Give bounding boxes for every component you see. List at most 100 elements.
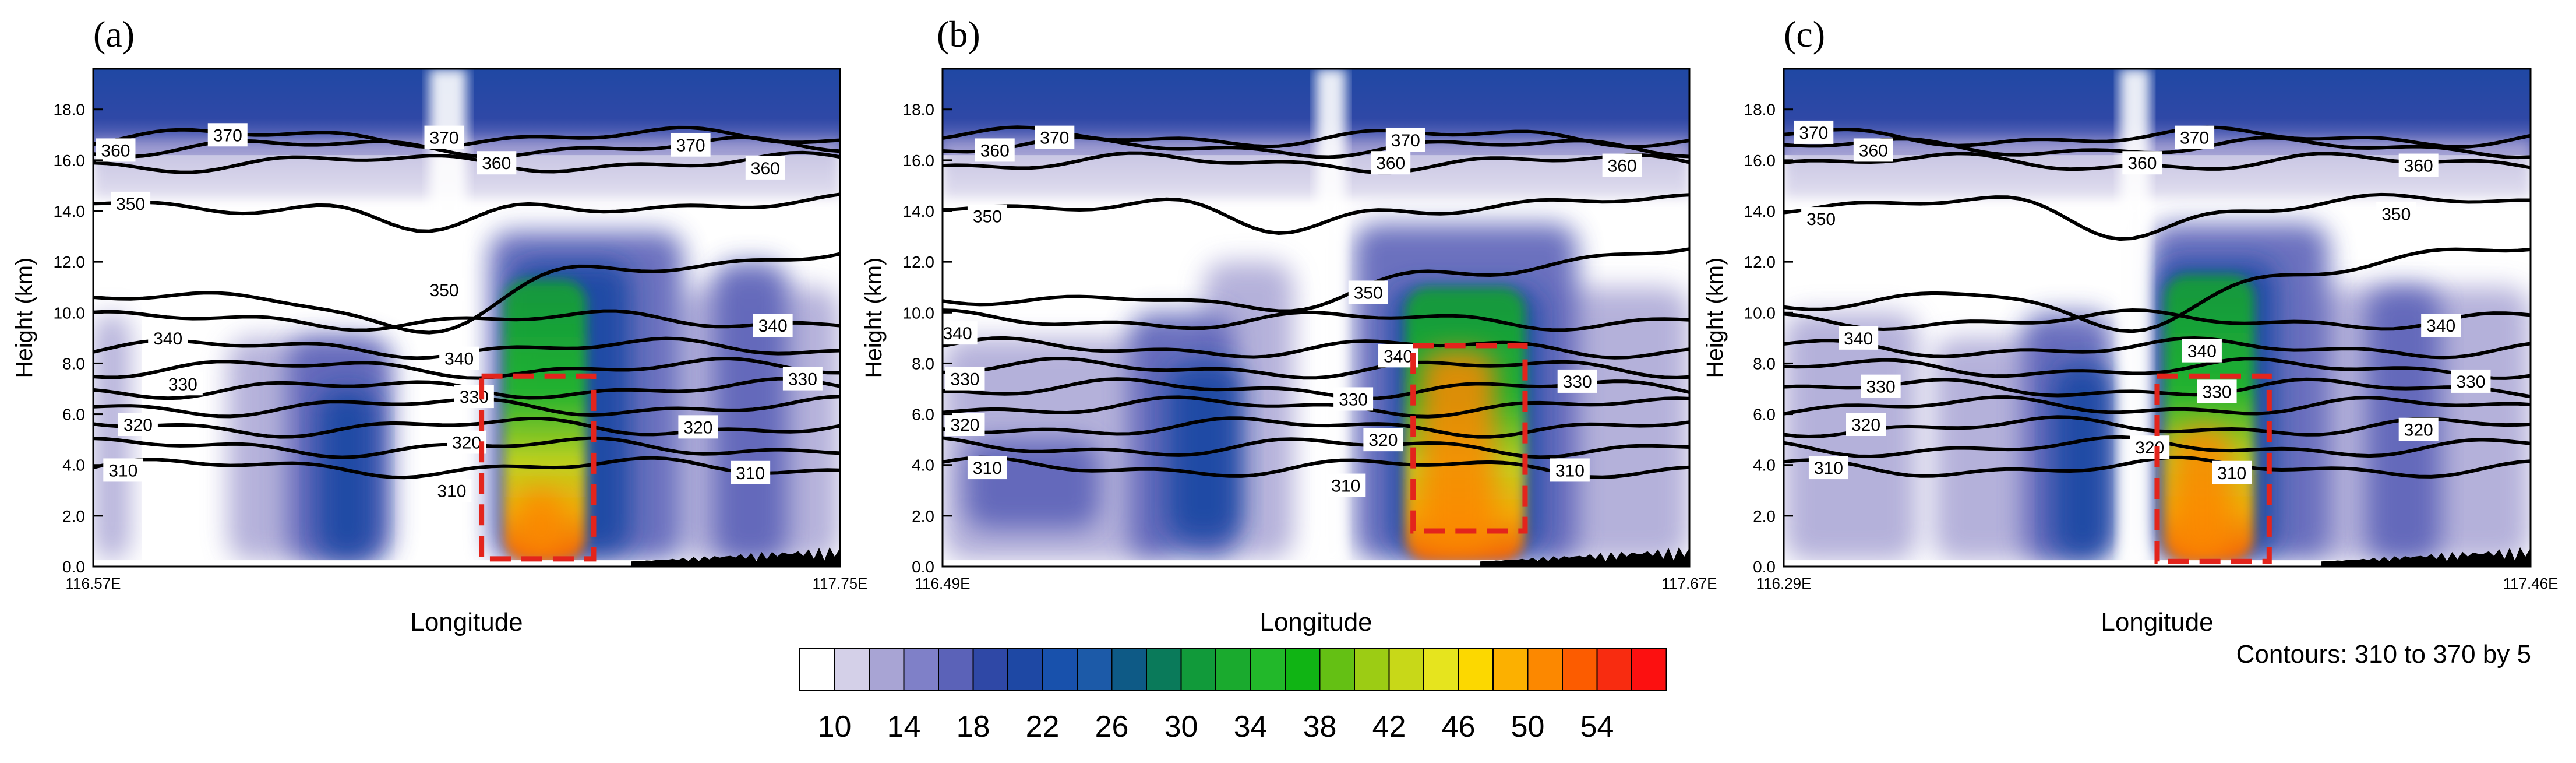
isentrope-360 [93, 150, 840, 174]
contour-label: 340 [148, 326, 188, 350]
y-tick-label: 16.0 [1744, 152, 1776, 170]
contour-label: 310 [967, 456, 1007, 480]
haze-region [93, 312, 131, 562]
svg-text:350: 350 [116, 195, 145, 214]
svg-text:310: 310 [1814, 459, 1843, 478]
y-tick-label: 10.0 [54, 304, 86, 322]
svg-text:350: 350 [1806, 210, 1836, 229]
x-tick-label: 116.29E [1756, 575, 1812, 592]
colorbar-tick-label: 46 [1442, 710, 1476, 744]
plot-frame [941, 68, 1691, 568]
colorbar-tick-label: 14 [887, 710, 921, 744]
colorbar-swatch [1388, 648, 1424, 691]
x-axis-label: Longitude [2101, 608, 2213, 637]
contour-label: 360 [1371, 151, 1411, 175]
y-tick-label: 4.0 [912, 456, 934, 474]
colorbar-tick-label: 50 [1511, 710, 1545, 744]
highlight-box [479, 373, 597, 562]
y-tick-label: 0.0 [62, 558, 85, 576]
plot-frame [1783, 68, 2532, 568]
svg-text:310: 310 [2217, 464, 2246, 483]
svg-text:360: 360 [101, 141, 130, 160]
contour-label: 340 [2182, 339, 2222, 363]
y-tick-label: 14.0 [54, 202, 86, 220]
plot-frame [92, 68, 841, 568]
isentrope-355 [1784, 192, 2531, 241]
colorbar-swatch [1111, 648, 1147, 691]
colorbar-swatch [1319, 648, 1355, 691]
plot-area: 370 370 360 360 360 350 350 340 340 340 330 330 330 3… [1784, 69, 2531, 567]
colorbar-swatch [1146, 648, 1182, 691]
isentrope-355 [943, 193, 1689, 235]
svg-text:340: 340 [943, 324, 972, 343]
svg-text:330: 330 [2456, 372, 2485, 392]
contour-label: 310 [731, 460, 771, 484]
panel-a: 370 370 370 360 360 360 350 350 340 340 340 330 330 3… [12, 13, 867, 637]
colorbar-swatch [799, 648, 835, 691]
isentrope-320 [943, 416, 1689, 439]
isentrope-315 [943, 436, 1689, 459]
contour-label: 350 [111, 191, 151, 215]
isentrope-345 [943, 308, 1689, 332]
contour-label: 320 [945, 413, 985, 436]
svg-text:310: 310 [437, 481, 466, 501]
contour-label: 360 [2122, 151, 2162, 175]
svg-text:320: 320 [1851, 416, 1880, 435]
contour-label: 350 [2376, 202, 2416, 226]
contour-label: 350 [1801, 207, 1841, 231]
y-tick-label: 4.0 [62, 456, 85, 474]
colorbar-tick-label: 34 [1234, 710, 1268, 744]
isentrope-350 [943, 247, 1689, 313]
svg-text:330: 330 [1339, 390, 1368, 409]
contour-label: 330 [1333, 387, 1374, 411]
y-tick-label: 14.0 [1744, 202, 1776, 220]
svg-text:370: 370 [2180, 129, 2209, 148]
contour-label: 320 [678, 415, 718, 439]
svg-text:350: 350 [1354, 283, 1383, 303]
y-tick-label: 8.0 [912, 354, 934, 372]
contour-label: 320 [118, 413, 158, 436]
svg-text:340: 340 [2426, 317, 2455, 336]
colorbar-swatch [1250, 648, 1286, 691]
panel-label: (c) [1784, 13, 1825, 55]
isentrope-350 [1784, 247, 2531, 333]
panel-b: 370 370 360 360 360 350 350 340 340 330 330 330 320 3… [861, 13, 1717, 637]
y-tick-label: 16.0 [54, 152, 86, 170]
svg-text:310: 310 [973, 459, 1002, 478]
contour-label: 340 [2421, 314, 2461, 337]
svg-text:340: 340 [1844, 329, 1873, 349]
isentrope-370 [1784, 125, 2531, 149]
isentrope-345 [1784, 308, 2531, 332]
y-tick-label: 0.0 [912, 558, 934, 576]
contour-label: 320 [2398, 417, 2439, 441]
colorbar-swatch [1458, 648, 1494, 691]
svg-text:370: 370 [1040, 129, 1069, 148]
colorbar-swatch [1527, 648, 1563, 691]
contour-label: 370 [1794, 120, 1834, 144]
x-tick-label: 116.57E [66, 575, 121, 592]
contour-label: 350 [424, 278, 464, 302]
y-tick-label: 8.0 [1753, 354, 1776, 372]
y-tick-label: 2.0 [62, 507, 85, 525]
svg-text:340: 340 [758, 317, 788, 336]
isentrope-325 [943, 395, 1689, 419]
contour-label: 370 [1385, 128, 1425, 152]
colorbar-tick-label: 30 [1165, 710, 1198, 744]
contour-label: 330 [163, 372, 203, 396]
y-tick-label: 12.0 [54, 253, 86, 271]
contour-label: 340 [439, 346, 479, 370]
svg-text:320: 320 [2135, 438, 2164, 458]
svg-text:320: 320 [950, 416, 979, 435]
svg-text:360: 360 [980, 141, 1010, 160]
svg-text:320: 320 [1368, 431, 1398, 450]
contour-label: 310 [1326, 473, 1366, 497]
svg-text:360: 360 [2127, 154, 2157, 173]
svg-text:370: 370 [213, 126, 242, 145]
contour-label: 330 [945, 367, 985, 391]
colorbar-swatch [1492, 648, 1529, 691]
contour-label: 330 [2197, 379, 2237, 403]
x-axis-label: Longitude [1259, 608, 1372, 637]
y-tick-label: 6.0 [1753, 406, 1776, 424]
isentrope-335 [1784, 357, 2531, 380]
colorbar-swatch [1631, 648, 1667, 691]
